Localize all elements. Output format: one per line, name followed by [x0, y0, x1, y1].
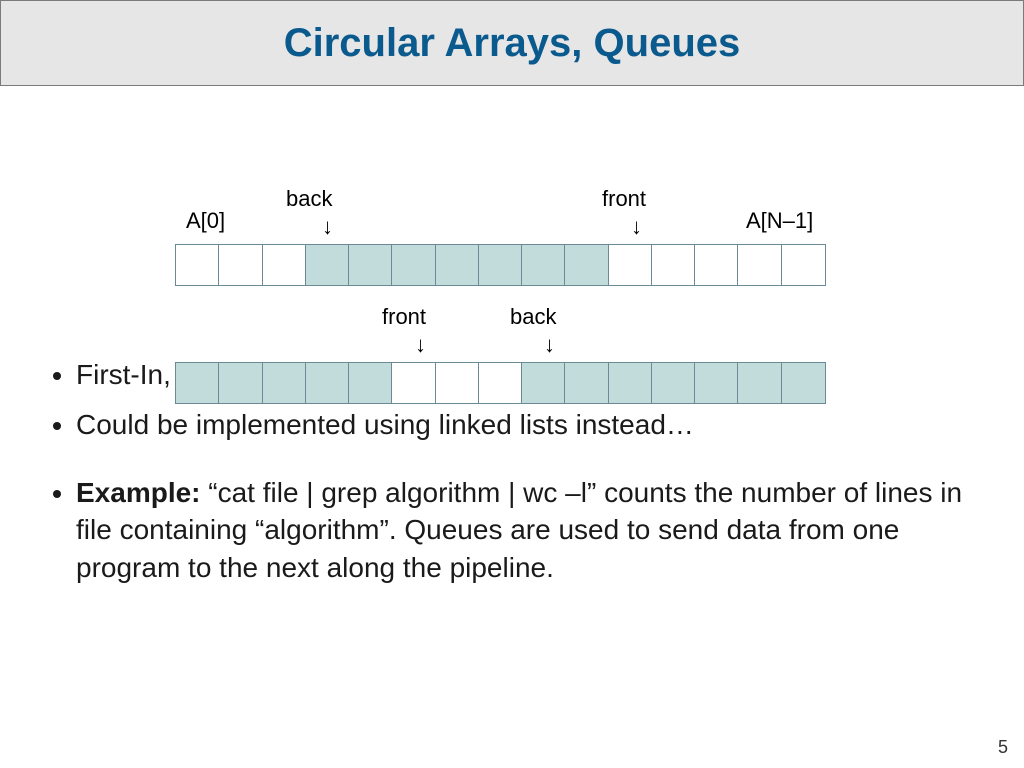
cell-empty [176, 245, 219, 285]
bullet-bold: Example: [76, 477, 201, 508]
page-number: 5 [998, 737, 1008, 758]
bullet-item: Could be implemented using linked lists … [76, 406, 974, 444]
cell-empty [695, 245, 738, 285]
cell-filled [609, 363, 652, 403]
cell-filled [176, 363, 219, 403]
arrow-down-icon: ↓ [544, 332, 555, 358]
label-a0: A[0] [186, 208, 225, 234]
cell-filled [479, 245, 522, 285]
cell-filled [738, 363, 781, 403]
diagram-area: A[0] back front A[N–1] ↓ ↓ front back ↓ … [0, 86, 1024, 346]
arrow-down-icon: ↓ [322, 214, 333, 240]
label-back-1: back [286, 186, 332, 212]
cell-filled [782, 363, 825, 403]
array-row-2 [175, 362, 826, 404]
cell-filled [392, 245, 435, 285]
cell-filled [436, 245, 479, 285]
cell-empty [738, 245, 781, 285]
cell-empty [436, 363, 479, 403]
cell-empty [219, 245, 262, 285]
title-bar: Circular Arrays, Queues [0, 0, 1024, 86]
arrow-down-icon: ↓ [631, 214, 642, 240]
cell-empty [652, 245, 695, 285]
array-row-1 [175, 244, 826, 286]
cell-filled [695, 363, 738, 403]
cell-empty [263, 245, 306, 285]
label-back-2: back [510, 304, 556, 330]
cell-filled [565, 363, 608, 403]
bullet-item: Example: “cat file | grep algorithm | wc… [76, 474, 974, 587]
cell-empty [392, 363, 435, 403]
cell-filled [219, 363, 262, 403]
cell-filled [522, 245, 565, 285]
cell-filled [349, 245, 392, 285]
cell-empty [782, 245, 825, 285]
label-front-1: front [602, 186, 646, 212]
cell-filled [652, 363, 695, 403]
arrow-down-icon: ↓ [415, 332, 426, 358]
bullet-text: “cat file | grep algorithm | wc –l” coun… [76, 477, 962, 584]
bullet-text: Could be implemented using linked lists … [76, 409, 694, 440]
cell-filled [522, 363, 565, 403]
label-front-2: front [382, 304, 426, 330]
cell-filled [349, 363, 392, 403]
cell-filled [306, 363, 349, 403]
cell-empty [479, 363, 522, 403]
cell-filled [306, 245, 349, 285]
slide-title: Circular Arrays, Queues [284, 21, 741, 66]
cell-filled [263, 363, 306, 403]
cell-filled [565, 245, 608, 285]
cell-empty [609, 245, 652, 285]
label-an1: A[N–1] [746, 208, 813, 234]
